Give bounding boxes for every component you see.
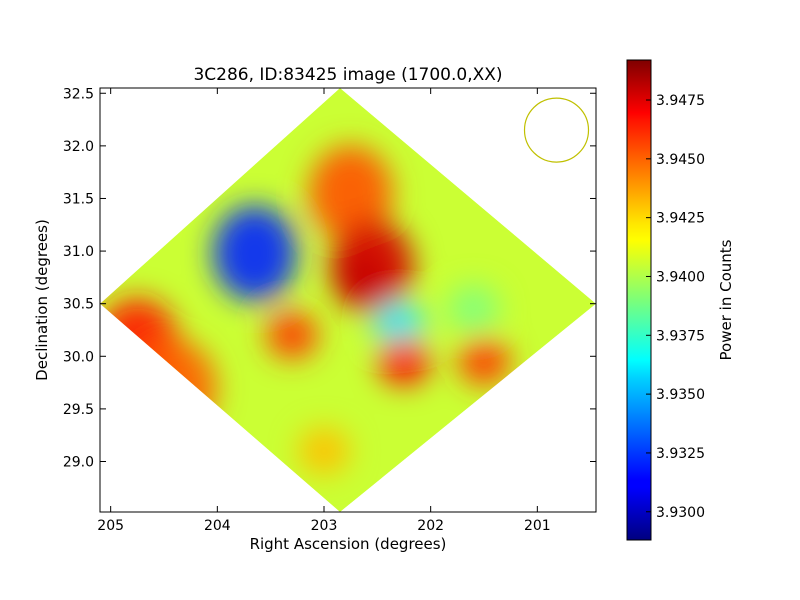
colorbar-tick-label: 3.9400 [656,269,705,285]
heatmap-region [372,300,425,349]
colorbar-label: Power in Counts [717,239,735,360]
y-tick-label: 29.5 [63,402,94,418]
x-tick-label: 201 [524,518,551,534]
y-tick-label: 32.5 [63,86,94,102]
x-tick-label: 202 [417,518,444,534]
y-tick-label: 29.0 [63,454,94,470]
y-axis-label: Declination (degrees) [33,219,51,381]
plot-axes: 205 204 203 202 201 29.0 29.5 30.0 30.5 31.0 31.5… [63,86,597,534]
beam-circle [523,97,590,163]
x-axis-label: Right Ascension (degrees) [250,535,447,553]
y-tick-label: 31.0 [63,244,94,260]
colorbar-tick-label: 3.9325 [656,446,705,462]
heatmap-region [298,427,350,475]
heatmap-region [212,205,297,302]
colorbar-tick-label: 3.9475 [656,93,705,109]
colorbar-tick-label: 3.9350 [656,387,705,403]
colorbar-gradient [626,59,652,541]
heatmap-region [335,253,388,302]
plot-frame [99,87,597,513]
x-tick-label: 205 [97,518,124,534]
heatmap-region [308,145,393,242]
x-tick-label: 204 [204,518,231,534]
heatmap-region [378,337,430,386]
heatmap-region [458,337,510,386]
y-tick-label: 30.0 [63,349,94,365]
y-tick-label: 32.0 [63,139,94,155]
y-tick-label: 31.5 [63,191,94,207]
colorbar: 3.9300 3.9325 3.9350 3.9375 3.9400 3.9425 3.94… [626,59,735,541]
heatmap-region [266,311,318,360]
colorbar-tick-label: 3.9375 [656,328,705,344]
chart-title: 3C286, ID:83425 image (1700.0,XX) [193,65,502,85]
x-tick-label: 203 [311,518,338,534]
heatmap-region [447,284,500,333]
y-tick-label: 30.5 [63,297,94,313]
colorbar-tick-label: 3.9425 [656,211,705,227]
colorbar-tick-label: 3.9300 [656,505,705,521]
colorbar-tick-label: 3.9450 [656,152,705,168]
